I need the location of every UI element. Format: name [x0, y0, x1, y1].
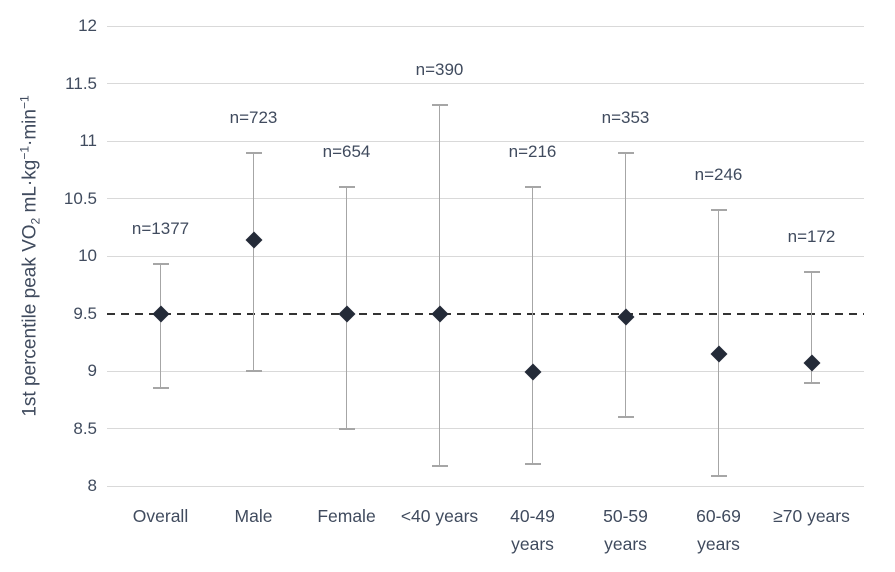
sub-text: 2 [28, 217, 43, 225]
x-category-label-line: Male [234, 506, 273, 526]
error-bar [531, 187, 534, 465]
data-point-marker [431, 305, 448, 322]
x-category-label-line: Overall [132, 506, 189, 526]
data-point-marker [245, 231, 262, 249]
x-category-label-line: Female [317, 506, 376, 526]
gridline [107, 25, 864, 27]
error-bar-cap-bottom [617, 416, 634, 418]
error-bar [252, 152, 255, 371]
error-bar [438, 105, 441, 467]
y-tick-label: 11 [79, 131, 97, 150]
data-point-marker [152, 305, 169, 322]
data-point-marker [524, 363, 541, 381]
gridline [107, 428, 864, 429]
x-category-label-line: 40-49 [510, 506, 555, 526]
y-tick-label: 9.5 [73, 303, 97, 323]
n-count-label: n=216 [508, 142, 557, 161]
y-tick-label: 10.5 [63, 188, 97, 208]
sup-text: −1 [17, 95, 32, 110]
y-tick-label: 11.5 [65, 73, 97, 93]
n-count-label: n=353 [601, 107, 650, 127]
error-bar-cap-bottom [245, 370, 262, 372]
x-category-label-line: years [511, 534, 554, 554]
gridline [107, 370, 864, 372]
error-bar-cap-top [245, 151, 262, 154]
x-category-label: Male [235, 502, 273, 530]
x-category-label-line: 50-59 [603, 506, 648, 526]
error-bar [717, 210, 720, 476]
data-point-marker [803, 354, 820, 372]
gridline [107, 255, 864, 257]
gridline [107, 83, 864, 84]
n-count-label: n=1377 [131, 219, 190, 239]
error-bar-cap-top [617, 151, 634, 154]
x-category-label: <40 years [401, 502, 478, 530]
x-category-label: 50-59 years [603, 502, 648, 558]
x-category-label: 40-49 years [510, 502, 555, 558]
x-category-label: Female [317, 502, 375, 530]
error-bar-cap-bottom [710, 474, 727, 477]
x-category-label-line: ≥70 years [773, 506, 850, 526]
error-bar-cap-top [803, 271, 820, 274]
data-point-marker [710, 345, 727, 363]
x-category-label-line: years [604, 534, 647, 554]
n-count-label: n=172 [787, 227, 836, 247]
error-bar [810, 272, 813, 383]
error-bar-cap-top [524, 186, 541, 188]
error-bar [624, 152, 627, 417]
x-category-label-line: <40 years [400, 506, 479, 526]
x-category-label: Overall [133, 502, 188, 530]
gridline [107, 140, 864, 142]
x-category-label-line: years [697, 534, 740, 554]
error-bar-cap-top [338, 186, 355, 188]
reference-line [107, 312, 864, 315]
y-tick-label: 8.5 [73, 418, 97, 438]
x-category-label: ≥70 years [773, 502, 850, 530]
data-point-marker [338, 305, 355, 322]
n-count-label: n=654 [322, 142, 371, 161]
gridline [107, 485, 864, 487]
error-bar-cap-bottom [338, 427, 355, 430]
error-bar-cap-top [152, 263, 169, 266]
y-tick-label: 10 [78, 246, 97, 265]
n-count-label: n=246 [694, 165, 743, 184]
error-bar-cap-bottom [431, 465, 448, 468]
x-category-label-line: 60-69 [696, 506, 741, 526]
error-bar-cap-bottom [803, 381, 820, 384]
y-tick-label: 9 [87, 361, 97, 380]
y-tick-label: 8 [87, 476, 97, 495]
error-bar-cap-top [710, 209, 727, 211]
gridline [107, 198, 864, 199]
n-count-label: n=390 [415, 60, 464, 80]
error-bar [159, 264, 162, 389]
error-bar-cap-top [431, 104, 448, 107]
n-count-label: n=723 [229, 107, 278, 127]
data-point-marker [617, 308, 634, 326]
x-category-label: 60-69 years [696, 502, 741, 558]
error-bar-cap-bottom [524, 463, 541, 466]
y-tick-label: 12 [78, 16, 97, 35]
error-bar-cap-bottom [152, 387, 169, 390]
